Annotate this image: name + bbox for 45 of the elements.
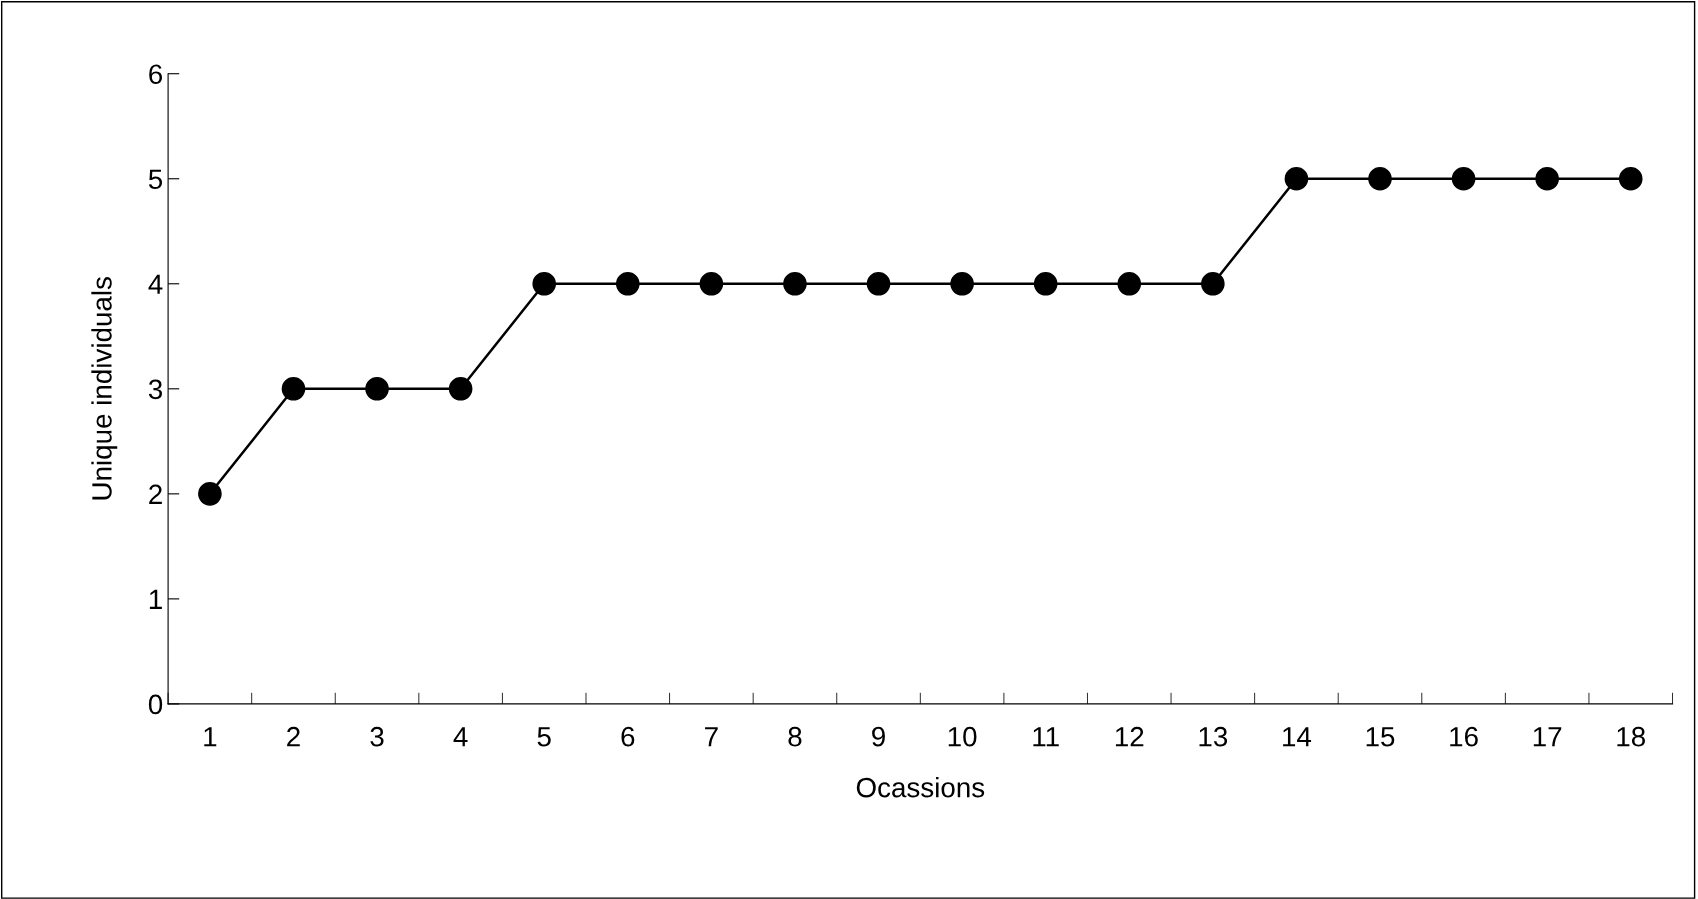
point (1117, 271, 1142, 296)
y-axis-title: Unique individuals (91, 277, 118, 500)
point (1201, 271, 1225, 296)
x-tick-label: 12 (1115, 726, 1144, 747)
point (281, 377, 306, 401)
y-tick-label: 4 (148, 274, 163, 294)
y-tick-label: 3 (148, 379, 163, 400)
x-tick-label: 16 (1450, 726, 1478, 747)
x-tick-label: 4 (453, 727, 468, 747)
point (1535, 166, 1559, 191)
y-tick-label: 2 (149, 484, 162, 504)
x-tick-label: 15 (1366, 727, 1395, 747)
x-tick-label: 13 (1199, 726, 1228, 747)
point (699, 271, 724, 296)
x-tick-label: 2 (287, 726, 300, 747)
point (1284, 166, 1309, 191)
y-tick-label: 6 (149, 64, 163, 85)
x-tick-label: 11 (1033, 727, 1059, 747)
x-tick-label: 3 (370, 726, 384, 747)
point (866, 271, 891, 296)
x-tick-label: 18 (1617, 726, 1645, 747)
x-tick-label: 1 (204, 727, 217, 747)
point (950, 271, 974, 296)
x-tick-label: 9 (872, 726, 885, 747)
y-tick-label: 0 (148, 694, 163, 715)
point (783, 271, 807, 296)
y-tick-label: 5 (148, 169, 163, 190)
point (532, 271, 557, 296)
point (1033, 271, 1058, 296)
point (1368, 166, 1392, 191)
x-tick-label: 10 (948, 726, 977, 747)
x-axis-title: Ocassions (856, 777, 985, 798)
x-tick-label: 14 (1283, 727, 1312, 747)
x-tick-label: 17 (1533, 727, 1562, 747)
point (1618, 166, 1643, 191)
point (448, 377, 473, 401)
point (365, 377, 389, 401)
x-tick-label: 5 (537, 727, 551, 747)
x-tick-label: 7 (705, 727, 718, 747)
x-tick-label: 6 (621, 726, 635, 747)
y-tick-label: 1 (149, 589, 162, 609)
point (198, 482, 222, 506)
point (615, 271, 640, 296)
point (1451, 166, 1476, 191)
x-tick-label: 8 (788, 726, 802, 747)
